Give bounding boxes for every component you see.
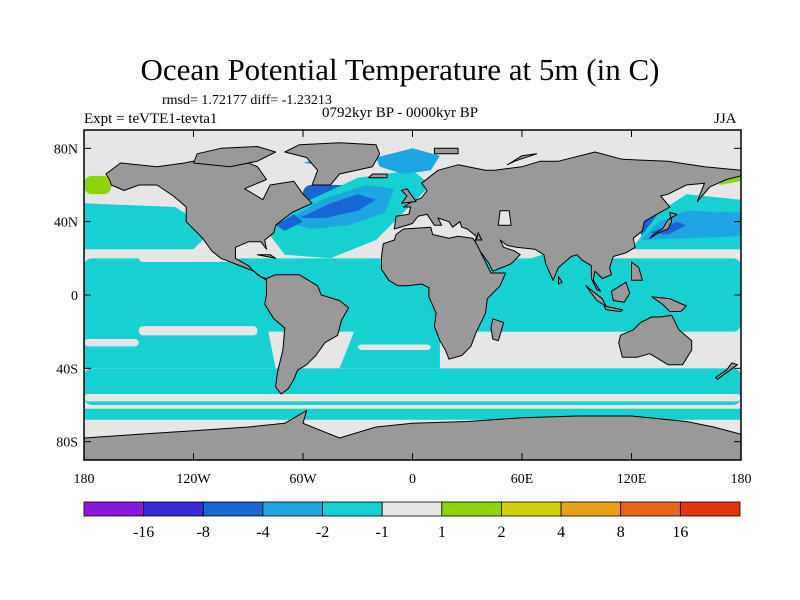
colorbar-label: -16 bbox=[133, 524, 154, 541]
experiment-label: Expt = teVTE1-tevta1 bbox=[84, 111, 218, 127]
colorbar-swatch bbox=[560, 501, 622, 517]
y-tick-label: 40S bbox=[56, 362, 78, 377]
landmass-canadian-arctic bbox=[193, 146, 277, 168]
landmass-novaya-zemlya bbox=[506, 153, 538, 166]
landmass-north-america bbox=[105, 157, 313, 281]
chart-title: Ocean Potential Temperature at 5m (in C) bbox=[140, 52, 660, 87]
neutral-band bbox=[357, 344, 431, 350]
landmass-arabia-extra bbox=[475, 232, 483, 241]
colorbar-label: 2 bbox=[497, 524, 505, 541]
colorbar-label: -4 bbox=[256, 524, 269, 541]
season-label: JJA bbox=[714, 111, 737, 127]
landmass-australia bbox=[618, 314, 693, 366]
x-tick-label: 180 bbox=[731, 472, 752, 487]
colorbar-swatch bbox=[262, 501, 323, 517]
y-tick-label: 80S bbox=[56, 436, 78, 451]
y-tick-label: 40N bbox=[54, 216, 78, 231]
anomaly-patch bbox=[376, 148, 440, 174]
colorbar-swatch bbox=[83, 501, 145, 517]
colorbar-swatch bbox=[620, 501, 681, 517]
x-tick-label: 180 bbox=[74, 472, 95, 487]
landmass-madagascar bbox=[490, 318, 505, 342]
anomaly-patch bbox=[84, 177, 103, 191]
colorbar-swatch bbox=[441, 501, 502, 517]
landmass-japan bbox=[649, 212, 678, 239]
landmass-africa bbox=[381, 226, 507, 360]
colorbar-swatch bbox=[322, 501, 383, 517]
colorbar-label: -2 bbox=[316, 524, 329, 541]
stats-text: rmsd= 1.72177 diff= -1.23213 bbox=[162, 93, 332, 108]
anomaly-patch bbox=[299, 194, 376, 218]
x-tick-label: 120E bbox=[617, 472, 647, 487]
landmass-caspian-sea bbox=[497, 210, 512, 226]
landmass-new-guinea bbox=[651, 296, 687, 312]
colorbar-label: 16 bbox=[672, 524, 688, 541]
anomaly-patch bbox=[84, 203, 212, 250]
landmass-philippines bbox=[631, 261, 643, 281]
anomaly-patch bbox=[494, 249, 623, 332]
landmass-uk bbox=[401, 188, 417, 204]
landmass-new-zealand bbox=[715, 362, 738, 380]
landmass-cuba bbox=[256, 254, 277, 259]
colorbar-label: 4 bbox=[557, 524, 565, 541]
landmass-iceland bbox=[368, 173, 388, 179]
colorbar-swatch bbox=[381, 501, 443, 517]
neutral-band bbox=[84, 394, 741, 402]
neutral-band bbox=[522, 355, 614, 365]
landmass-greenland bbox=[284, 142, 381, 186]
landmass-indonesia-borneo bbox=[610, 281, 631, 303]
land-masses bbox=[84, 142, 741, 460]
landmass-south-america bbox=[264, 274, 350, 395]
neutral-band bbox=[138, 326, 258, 336]
neutral-band bbox=[84, 339, 139, 347]
y-tick-label: 80N bbox=[54, 142, 78, 157]
landmass-antarctica bbox=[84, 410, 741, 460]
x-tick-label: 0 bbox=[409, 472, 416, 487]
colorbar-label: -8 bbox=[197, 524, 210, 541]
colorbar-swatch bbox=[679, 501, 741, 517]
colorbar-label: 8 bbox=[617, 524, 625, 541]
colorbar-label: -1 bbox=[376, 524, 389, 541]
period-label: 0792kyr BP - 0000kyr BP bbox=[322, 105, 479, 121]
x-tick-label: 120W bbox=[176, 472, 211, 487]
anomaly-patch bbox=[275, 214, 303, 231]
landmass-svalbard bbox=[433, 147, 459, 155]
colorbar-swatch bbox=[143, 501, 204, 517]
x-tick-label: 60E bbox=[511, 472, 534, 487]
x-tick-label: 60W bbox=[289, 472, 317, 487]
colorbar-swatch bbox=[202, 501, 264, 517]
landmass-indonesia-java bbox=[603, 305, 623, 312]
y-tick-label: 0 bbox=[71, 289, 78, 304]
colorbar-swatch bbox=[501, 501, 562, 517]
colorbar-label: 1 bbox=[438, 524, 446, 541]
axes: 180 120W 60W 0 60E 120E 180 80N 40N 0 40S 80S bbox=[54, 130, 752, 487]
colorbar: -16 -8 -4 -2 -1 1 2 4 8 16 bbox=[83, 501, 741, 541]
neutral-band bbox=[138, 254, 240, 262]
landmass-sri-lanka bbox=[558, 276, 563, 285]
